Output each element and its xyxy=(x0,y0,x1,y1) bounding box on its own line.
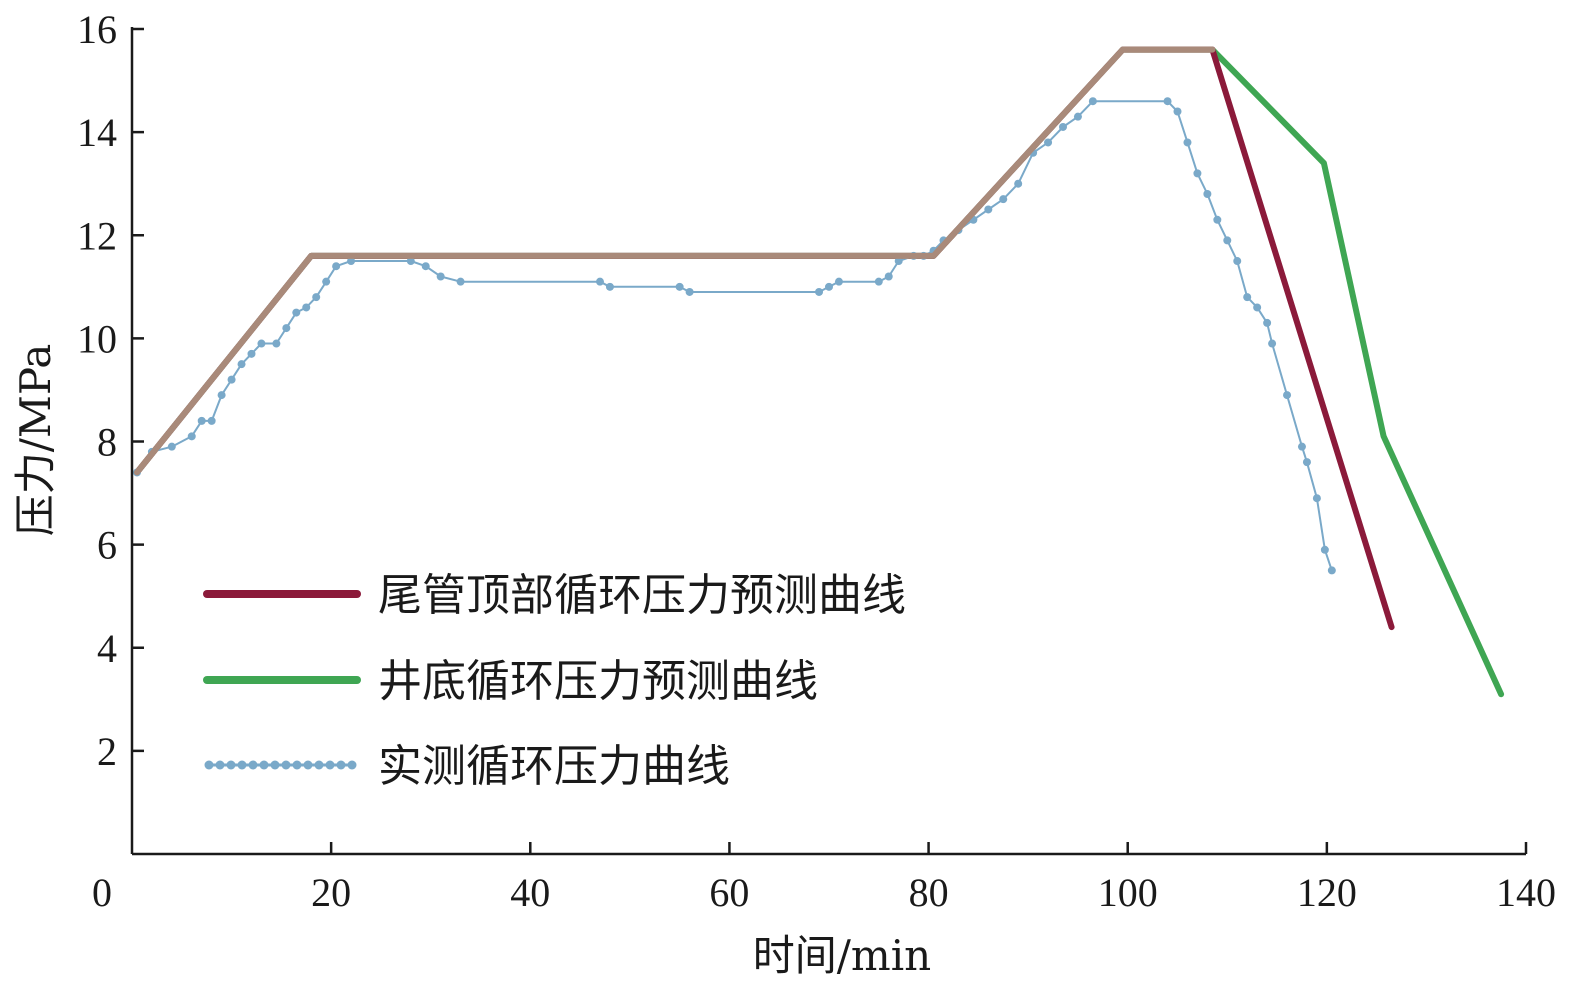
legend-swatch-dot xyxy=(347,760,357,770)
x-axis-title: 时间/min xyxy=(753,931,931,980)
x-tick-label: 100 xyxy=(1098,870,1158,915)
y-tick-label: 14 xyxy=(77,110,117,155)
series-line-liner-top-predicted xyxy=(134,46,1395,631)
x-tick-label: 20 xyxy=(311,870,351,915)
legend-swatch-dot xyxy=(281,760,291,770)
series-point-measured xyxy=(187,432,196,441)
series-point-measured xyxy=(227,375,236,384)
series-point-measured xyxy=(1014,179,1023,188)
series-line-measured xyxy=(136,100,1333,571)
legend-swatch-dot xyxy=(270,760,280,770)
series-point-measured xyxy=(197,416,206,425)
series-point-measured xyxy=(685,287,694,296)
legend-swatch-dot xyxy=(325,760,335,770)
y-tick-label: 8 xyxy=(97,420,117,465)
series-point-measured xyxy=(984,205,993,214)
series-point-measured xyxy=(207,416,216,425)
series-point-measured xyxy=(1073,112,1082,121)
y-axis-title: 压力/MPa xyxy=(11,344,60,537)
x-tick-label: 140 xyxy=(1496,870,1556,915)
x-tick-label: 80 xyxy=(909,870,949,915)
x-tick-label: 120 xyxy=(1297,870,1357,915)
series-point-measured xyxy=(302,303,311,312)
y-tick-label: 12 xyxy=(77,213,117,258)
series-point-measured xyxy=(312,293,321,302)
series-point-measured xyxy=(1233,257,1242,266)
series-point-measured xyxy=(322,277,331,286)
y-tick-label: 10 xyxy=(77,316,117,361)
x-tick-label: 60 xyxy=(709,870,749,915)
series-point-measured xyxy=(999,195,1008,204)
legend-swatch-dot xyxy=(237,760,247,770)
series-point-measured xyxy=(456,277,465,286)
series-point-measured xyxy=(421,262,430,271)
series-point-measured xyxy=(1253,303,1262,312)
series-point-measured xyxy=(217,391,226,400)
legend-swatch-dot xyxy=(303,760,313,770)
series-point-measured xyxy=(894,257,903,266)
series-point-measured xyxy=(272,339,281,348)
series-point-measured xyxy=(1173,107,1182,116)
series-point-measured xyxy=(1302,458,1311,467)
series-point-measured xyxy=(1203,190,1212,198)
legend-label: 井底循环压力预测曲线 xyxy=(378,656,818,707)
series-point-measured xyxy=(1183,138,1192,147)
legend-label: 尾管顶部循环压力预测曲线 xyxy=(378,570,906,621)
series-line-shared-prediction xyxy=(134,46,1216,476)
legend-swatch-dot xyxy=(259,760,269,770)
legend-swatch-dot xyxy=(215,760,225,770)
series-point-measured xyxy=(1268,339,1277,348)
series-point-measured xyxy=(1193,169,1202,178)
legend-swatch-dot xyxy=(204,760,214,770)
legend-swatch-dot xyxy=(226,760,236,770)
series-point-measured xyxy=(282,324,291,333)
legend-label: 实测循环压力曲线 xyxy=(378,741,730,792)
series-point-measured xyxy=(1297,442,1306,451)
series-point-measured xyxy=(237,360,246,369)
series-point-measured xyxy=(1223,236,1232,245)
series-point-measured xyxy=(595,277,604,286)
series-point-measured xyxy=(292,308,301,317)
y-tick-label: 4 xyxy=(97,626,117,671)
series-point-measured xyxy=(436,272,445,281)
series-point-measured xyxy=(605,282,614,291)
legend-swatch-dot xyxy=(292,760,302,770)
series-point-measured xyxy=(332,262,341,271)
series-point-measured xyxy=(167,442,176,451)
series-point-measured xyxy=(1243,293,1252,302)
y-tick-label: 16 xyxy=(77,7,117,52)
series-point-measured xyxy=(257,339,266,348)
series-point-measured xyxy=(675,282,684,291)
axes: 2 4 6 8 10 12 14 16 0 20 40 60 80 100 120 140 xyxy=(77,7,1556,915)
series-point-measured xyxy=(1327,566,1336,575)
series-point-measured xyxy=(1058,122,1067,131)
series-point-measured xyxy=(1044,138,1053,147)
y-tick-label: 6 xyxy=(97,523,117,568)
series-point-measured xyxy=(347,257,356,266)
series-point-measured xyxy=(815,287,824,296)
series-point-measured xyxy=(834,277,843,286)
series-point-measured xyxy=(884,272,893,281)
series-point-measured xyxy=(247,349,256,358)
y-tick-label: 2 xyxy=(97,729,117,774)
series-point-measured xyxy=(1213,215,1222,224)
series-point-measured xyxy=(1163,97,1172,106)
legend-swatch-dot xyxy=(336,760,346,770)
legend-swatch-dot xyxy=(248,760,258,770)
series-point-measured xyxy=(874,277,883,286)
series-point-measured xyxy=(406,257,415,266)
x-tick-label: 0 xyxy=(92,870,112,915)
plot-lines xyxy=(132,46,1505,698)
series-point-measured xyxy=(825,282,833,291)
series-point-measured xyxy=(1320,545,1329,554)
series-point-measured xyxy=(1283,391,1292,400)
series-point-measured xyxy=(1312,494,1321,503)
series-point-measured xyxy=(1263,318,1272,327)
series-point-measured xyxy=(1088,97,1097,106)
x-tick-label: 40 xyxy=(510,870,550,915)
legend-swatch-dot xyxy=(314,760,324,770)
